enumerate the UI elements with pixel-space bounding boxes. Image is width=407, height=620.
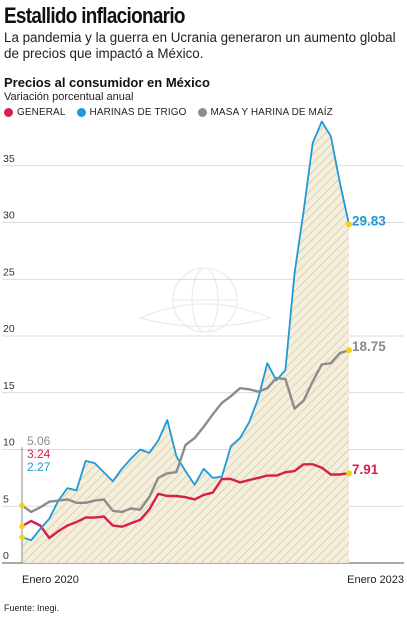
chart-title: Precios al consumidor en México	[4, 75, 210, 90]
legend-dot-general	[4, 108, 13, 117]
legend-label-masa: MASA Y HARINA DE MAÍZ	[210, 107, 333, 118]
end-point-general	[346, 470, 352, 477]
x-tick-label: Enero 2023	[347, 574, 404, 586]
y-tick-label: 15	[3, 380, 15, 392]
legend-dot-harinas	[76, 108, 86, 117]
y-tick-label: 30	[3, 210, 15, 222]
x-tick-label: Enero 2020	[22, 574, 79, 586]
start-point-masa	[19, 502, 25, 509]
y-tick-label: 10	[3, 437, 15, 449]
start-value-label: 5.06	[27, 434, 51, 448]
end-value-label: 18.75	[352, 339, 386, 354]
watermark-wings	[138, 303, 272, 328]
start-point-general	[19, 523, 25, 530]
legend-label-general: GENERAL	[17, 107, 66, 118]
headline: Estallido inflacionario	[4, 3, 185, 28]
watermark-meridian	[191, 267, 219, 333]
legend-dot-masa	[197, 108, 207, 117]
legend-label-harinas: HARINAS DE TRIGO	[89, 107, 187, 118]
dek: La pandemia y la guerra en Ucrania gener…	[4, 30, 396, 61]
legend-item-harinas: HARINAS DE TRIGO	[76, 107, 187, 118]
end-value-label: 29.83	[352, 213, 386, 228]
legend: GENERAL HARINAS DE TRIGO MASA Y HARINA D…	[4, 107, 333, 118]
y-tick-label: 5	[3, 493, 9, 505]
area-fill	[22, 121, 349, 563]
start-point-harinas	[19, 534, 25, 541]
source-note: Fuente: Inegi.	[4, 603, 60, 613]
watermark-globe	[172, 267, 238, 333]
series-line-general	[21, 463, 350, 540]
watermark-logo	[138, 267, 272, 333]
series-line-harinas	[21, 120, 350, 542]
start-value-label: 2.27	[27, 460, 51, 474]
legend-item-masa: MASA Y HARINA DE MAÍZ	[197, 107, 333, 118]
chart-subtitle: Variación porcentual anual	[4, 91, 134, 103]
end-point-masa	[346, 347, 352, 354]
end-point-harinas	[346, 221, 352, 228]
y-tick-label: 35	[3, 153, 15, 165]
y-tick-label: 25	[3, 266, 15, 278]
y-tick-label: 0	[3, 550, 9, 562]
start-value-label: 3.24	[27, 447, 51, 461]
series-line-masa	[21, 349, 350, 514]
legend-item-general: GENERAL	[4, 107, 66, 118]
end-value-label: 7.91	[352, 462, 379, 477]
y-tick-label: 20	[3, 323, 15, 335]
